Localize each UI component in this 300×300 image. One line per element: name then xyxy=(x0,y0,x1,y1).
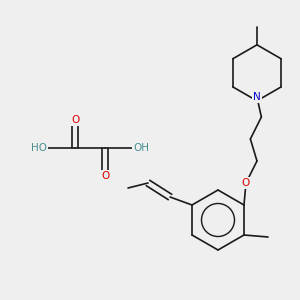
Text: HO: HO xyxy=(31,143,47,153)
Text: O: O xyxy=(242,178,250,188)
Text: N: N xyxy=(253,92,261,102)
Text: O: O xyxy=(71,115,79,125)
Text: O: O xyxy=(101,171,109,181)
Text: N: N xyxy=(253,92,261,102)
Text: OH: OH xyxy=(133,143,149,153)
